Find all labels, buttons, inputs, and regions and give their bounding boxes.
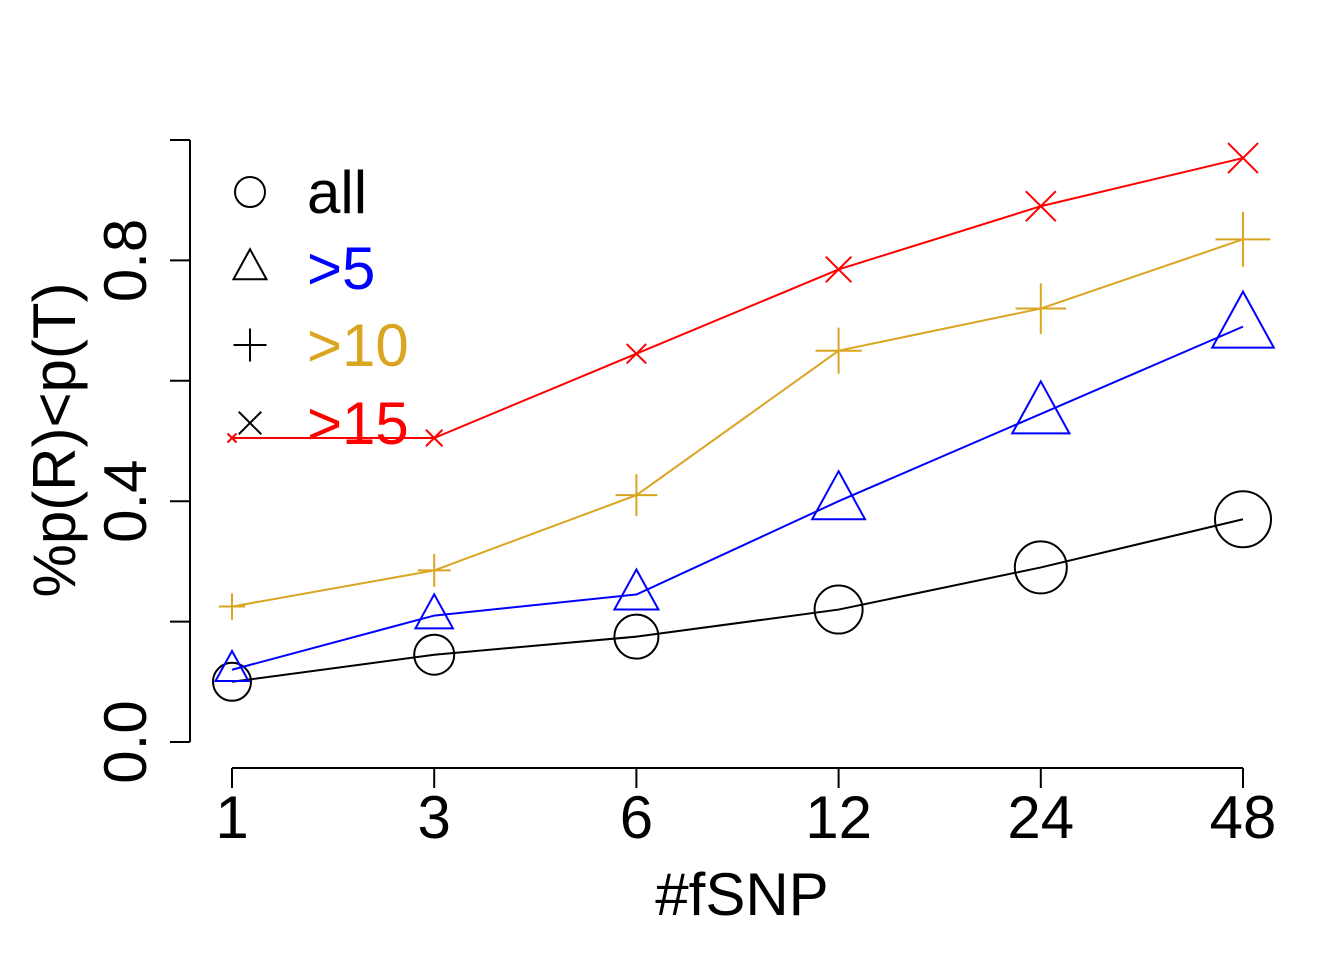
- data-point: [1227, 142, 1259, 174]
- data-point: [615, 474, 658, 517]
- data-point: [815, 327, 862, 374]
- data-point: [212, 661, 252, 702]
- legend-label: >15: [307, 390, 409, 457]
- data-point: [813, 584, 864, 635]
- series-2: [213, 289, 1276, 683]
- data-point: [613, 613, 660, 660]
- x-tick-label: 3: [418, 784, 451, 851]
- legend: all >5 >10 >15: [231, 159, 409, 457]
- data-point: [218, 593, 246, 620]
- legend-label: all: [307, 159, 367, 226]
- data-point: [1025, 190, 1057, 222]
- data-point: [1013, 540, 1068, 595]
- x-tick-label: 24: [1007, 784, 1074, 851]
- series-layer: [212, 142, 1276, 702]
- series-line: [232, 157, 1244, 439]
- series-3: [218, 211, 1271, 620]
- series-4: [226, 142, 1259, 447]
- series-line: [231, 325, 1244, 671]
- x-tick-label: 48: [1210, 784, 1277, 851]
- data-point: [413, 633, 456, 676]
- data-point: [1015, 283, 1067, 334]
- x-axis: 1 3 6 12 24 48: [215, 767, 1277, 851]
- data-point: [417, 553, 451, 587]
- legend-symbol: [233, 328, 267, 362]
- legend-symbol: [234, 176, 266, 208]
- legend-symbol: [231, 247, 269, 281]
- data-point: [226, 432, 238, 444]
- series-line: [231, 518, 1244, 683]
- legend-label: >5: [307, 235, 375, 302]
- data-point: [1210, 289, 1276, 349]
- data-point: [612, 567, 661, 611]
- data-point: [425, 429, 444, 447]
- y-tick-label: 0.8: [92, 219, 159, 302]
- x-axis-label: #fSNP: [655, 861, 828, 928]
- y-axis: 0.0 0.4 0.8: [92, 139, 191, 784]
- data-point: [413, 592, 455, 630]
- data-point: [625, 343, 647, 365]
- x-tick-label: 12: [805, 784, 872, 851]
- data-point: [1214, 490, 1272, 549]
- y-tick-label: 0.0: [92, 700, 159, 783]
- y-axis-label: %p(R)<p(T): [21, 282, 88, 597]
- data-point: [810, 469, 867, 521]
- x-tick-label: 6: [620, 784, 653, 851]
- data-point: [1215, 211, 1271, 267]
- series-line: [231, 238, 1244, 608]
- y-tick-label: 0.4: [92, 459, 159, 542]
- data-point: [1010, 379, 1072, 435]
- legend-label: >10: [307, 312, 409, 379]
- data-point: [825, 255, 853, 283]
- x-tick-label: 1: [215, 784, 248, 851]
- data-point: [213, 648, 251, 683]
- legend-symbol: [238, 411, 262, 435]
- series-1: [212, 490, 1272, 702]
